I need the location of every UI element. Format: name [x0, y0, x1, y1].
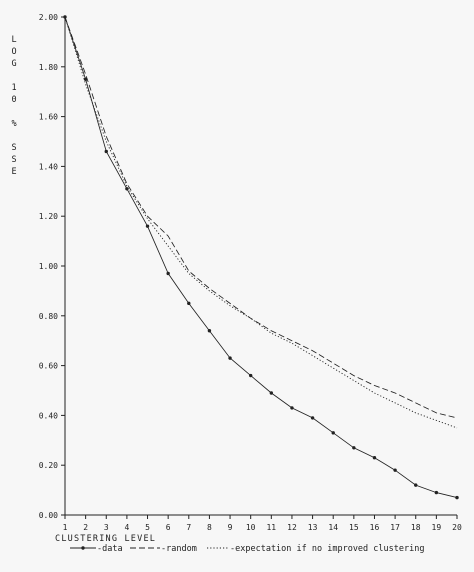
- y-tick-label: 1.20: [39, 212, 58, 221]
- x-tick-label: 20: [452, 523, 462, 532]
- data-point: [455, 495, 459, 500]
- series-group: [63, 15, 459, 500]
- x-tick-label: 4: [124, 523, 129, 532]
- y-tick-label: 1.40: [39, 162, 58, 171]
- data-point: [228, 356, 232, 360]
- data-point: [331, 431, 335, 435]
- y-tick-label: 0.60: [39, 362, 58, 371]
- data-point: [352, 446, 356, 450]
- x-tick-label: 14: [328, 523, 338, 532]
- x-tick-label: 6: [166, 523, 171, 532]
- data-point: [125, 187, 129, 191]
- data-point: [207, 329, 212, 333]
- x-tick-label: 5: [145, 523, 150, 532]
- x-tick-label: 8: [207, 523, 212, 532]
- data-point: [290, 406, 294, 410]
- x-tick-label: 1: [63, 523, 68, 532]
- data-point: [372, 456, 377, 460]
- x-axis-ticks: 1 2 3 4 5 6 7 8 9 10 11 12 13 14 15 16 17 18 19 20: [63, 515, 462, 532]
- y-tick-label: 0.20: [39, 461, 58, 470]
- y-axis-label-char: L: [11, 35, 16, 45]
- x-tick-label: 19: [432, 523, 442, 532]
- y-tick-label: 1.80: [39, 63, 58, 72]
- x-tick-label: 3: [104, 523, 109, 532]
- data-point: [104, 149, 108, 154]
- data-point: [166, 271, 170, 276]
- y-axis-label-char: O: [11, 47, 16, 57]
- y-axis-label-char: E: [11, 167, 16, 177]
- x-tick-label: 2: [83, 523, 88, 532]
- data-point: [310, 416, 315, 420]
- y-axis-label-char: 0: [11, 95, 16, 105]
- data-point: [145, 224, 150, 228]
- x-tick-label: 15: [349, 523, 359, 532]
- x-tick-label: 12: [287, 523, 297, 532]
- data-point: [248, 373, 253, 378]
- x-tick-label: 18: [411, 523, 421, 532]
- y-axis-label-char: S: [11, 143, 16, 153]
- x-tick-label: 7: [186, 523, 191, 532]
- series-line-data: [64, 16, 458, 499]
- data-point: [269, 391, 274, 395]
- y-axis-ticks: 0.00 0.20 0.40 0.60 0.80 1.00 1.20 1.40 1.60 1.80…: [39, 13, 65, 520]
- x-tick-label: 11: [266, 523, 276, 532]
- x-axis-label: CLUSTERING LEVEL: [55, 534, 156, 544]
- data-point: [83, 77, 88, 81]
- data-point: [187, 301, 191, 306]
- y-axis-label-char: G: [11, 59, 16, 69]
- x-tick-label: 9: [228, 523, 233, 532]
- x-tick-label: 17: [390, 523, 400, 532]
- x-tick-label: 13: [308, 523, 318, 532]
- y-tick-label: 0.00: [39, 511, 58, 520]
- y-tick-label: 1.00: [39, 262, 58, 271]
- y-tick-label: 2.00: [39, 13, 58, 22]
- x-tick-label: 10: [246, 523, 256, 532]
- data-point: [414, 483, 418, 487]
- y-axis-label-char: 1: [11, 83, 16, 93]
- data-point: [434, 490, 439, 495]
- y-tick-label: 0.40: [39, 411, 58, 420]
- series-line-random: [64, 16, 458, 419]
- legend-label: -random: [161, 544, 197, 554]
- legend-label: -data: [97, 544, 123, 554]
- y-axis-label-char: %: [11, 119, 16, 129]
- y-axis-label-char: S: [11, 155, 16, 165]
- y-tick-label: 0.80: [39, 312, 58, 321]
- axes: [64, 17, 457, 516]
- x-tick-label: 16: [370, 523, 380, 532]
- legend: -data -random -expectation if no improved …: [70, 544, 424, 554]
- legend-marker: [81, 546, 85, 550]
- y-tick-label: 1.60: [39, 113, 58, 122]
- series-line-expectation-if-no-improved-clustering: [64, 16, 458, 429]
- data-point: [393, 468, 397, 472]
- legend-label: -expectation if no improved clustering: [230, 544, 424, 554]
